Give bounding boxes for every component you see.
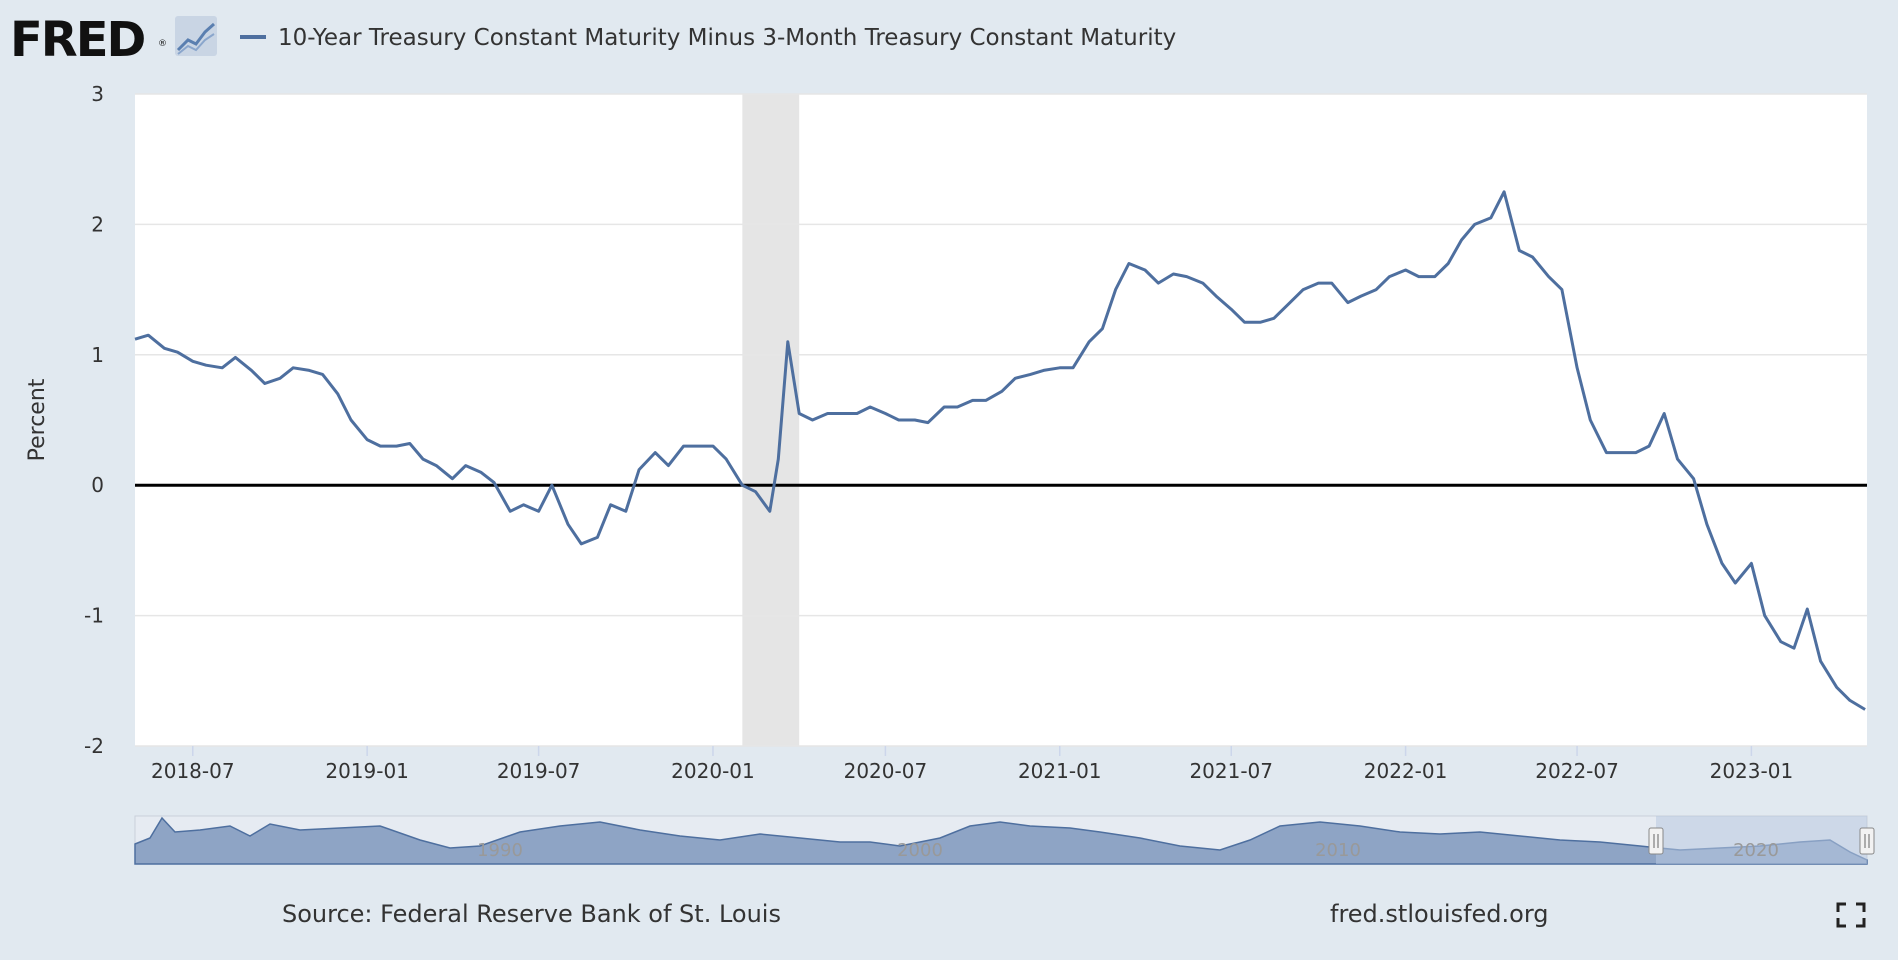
fullscreen-icon[interactable] xyxy=(1836,902,1866,928)
navigator-handle-left[interactable] xyxy=(1648,827,1664,855)
fred-graph-icon xyxy=(175,16,217,56)
y-tick-label: -2 xyxy=(84,734,104,758)
registered-mark: ® xyxy=(158,39,167,49)
y-tick-label: 1 xyxy=(91,343,104,367)
logo-text: FRED xyxy=(10,12,145,68)
navigator-handle-right[interactable] xyxy=(1859,827,1875,855)
x-tick-label: 2021-07 xyxy=(1189,759,1273,783)
x-tick-label: 2018-07 xyxy=(151,759,235,783)
x-tick-label: 2020-07 xyxy=(844,759,928,783)
x-tick-label: 2019-07 xyxy=(497,759,581,783)
navigator-selection[interactable] xyxy=(1656,816,1867,864)
source-text: Source: Federal Reserve Bank of St. Loui… xyxy=(282,900,781,928)
y-axis-ticks: -2 -1 0 1 2 3 xyxy=(84,82,104,758)
y-tick-label: -1 xyxy=(84,604,104,628)
x-tick-label: 2019-01 xyxy=(325,759,409,783)
x-tick-label: 2021-01 xyxy=(1018,759,1102,783)
y-tick-label: 0 xyxy=(91,473,104,497)
y-tick-label: 3 xyxy=(91,82,104,106)
fred-logo[interactable]: FRED ® xyxy=(10,12,167,68)
navigator-label: 2000 xyxy=(897,840,943,861)
recession-shading xyxy=(742,94,800,746)
site-link[interactable]: fred.stlouisfed.org xyxy=(1330,900,1549,928)
navigator-label: 1990 xyxy=(477,840,523,861)
x-axis-ticks: 2018-07 2019-01 2019-07 2020-01 2020-07 2021-… xyxy=(151,746,1793,783)
x-tick-label: 2020-01 xyxy=(671,759,755,783)
navigator[interactable]: 1990 2000 2010 2020 xyxy=(134,815,1875,865)
y-axis-label: Percent xyxy=(25,378,50,461)
plot-area xyxy=(135,94,1867,746)
series-line xyxy=(134,190,1866,711)
y-tick-label: 2 xyxy=(91,212,104,236)
legend-label[interactable]: 10-Year Treasury Constant Maturity Minus… xyxy=(278,25,1176,51)
navigator-label: 2020 xyxy=(1733,840,1779,861)
x-tick-label: 2022-01 xyxy=(1364,759,1448,783)
navigator-label: 2010 xyxy=(1315,840,1361,861)
gridlines xyxy=(135,93,1867,747)
x-tick-label: 2023-01 xyxy=(1710,759,1794,783)
x-tick-label: 2022-07 xyxy=(1535,759,1619,783)
